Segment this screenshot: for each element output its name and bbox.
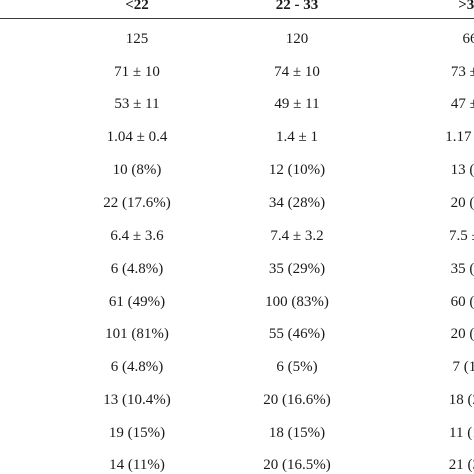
- table-row: 6 (4.8%) 6 (5%) 7 (10.: [0, 358, 474, 394]
- table-cell: 61 (49%): [108, 294, 166, 310]
- column-header-under-22: <22: [125, 0, 149, 13]
- table-cell: 66: [462, 31, 474, 47]
- table-cell: 1.4 ± 1: [276, 129, 318, 145]
- table-cell: 21 (31.: [448, 457, 474, 473]
- table-cell: 13 (19: [450, 162, 474, 178]
- table-cell: 11 (16.: [449, 425, 474, 441]
- table-row: 6 (4.8%) 35 (29%) 35 (53: [0, 260, 474, 296]
- table-cell: 53 ± 11: [114, 96, 160, 112]
- table-row: 13 (10.4%) 20 (16.6%) 18 (27.: [0, 391, 474, 427]
- table-cell: 22 (17.6%): [103, 195, 171, 211]
- table-cell: 18 (15%): [268, 425, 326, 441]
- table-cell: 1.04 ± 0.4: [106, 129, 168, 145]
- table-row: 61 (49%) 100 (83%) 60 (91: [0, 293, 474, 329]
- table-cell: 6.4 ± 3.6: [110, 228, 164, 244]
- column-header-22-33: 22 - 33: [275, 0, 319, 13]
- table-row: 10 (8%) 12 (10%) 13 (19: [0, 161, 474, 197]
- table-cell: 35 (29%): [268, 261, 326, 277]
- table-row: 71 ± 10 74 ± 10 73 ± 1: [0, 63, 474, 99]
- table-cell: 100 (83%): [265, 294, 329, 310]
- table-cell: 73 ± 1: [450, 64, 474, 80]
- table-cell: 1.17 ± 0: [445, 129, 474, 145]
- table-cell: 7.4 ± 3.2: [270, 228, 324, 244]
- table-cell: 125: [125, 31, 149, 47]
- table-cell: 34 (28%): [268, 195, 326, 211]
- table-cell: 20 (30: [450, 195, 474, 211]
- table-cell: 120: [285, 31, 309, 47]
- table-row: 6.4 ± 3.6 7.4 ± 3.2 7.5 ± 3: [0, 227, 474, 263]
- table-cell: 19 (15%): [108, 425, 166, 441]
- table-cell: 55 (46%): [268, 326, 326, 342]
- table-cell: 20 (16.6%): [263, 392, 331, 408]
- table-cell: 60 (91: [450, 294, 474, 310]
- table-row: 14 (11%) 20 (16.5%) 21 (31.: [0, 456, 474, 474]
- table-row: 22 (17.6%) 34 (28%) 20 (30: [0, 194, 474, 230]
- table-cell: 18 (27.: [448, 392, 474, 408]
- column-header-over-33: >33: [458, 0, 474, 13]
- table-cell: 20 (30: [450, 326, 474, 342]
- table-header-row: <22 22 - 33 >33: [0, 0, 474, 18]
- table-cell: 71 ± 10: [114, 64, 160, 80]
- table-cell: 7 (10.: [452, 359, 474, 375]
- table-cell: 49 ± 11: [274, 96, 320, 112]
- header-divider: [0, 18, 474, 19]
- table-cell: 6 (4.8%): [110, 359, 164, 375]
- table-cell: 20 (16.5%): [263, 457, 331, 473]
- table-cell: 47 ± 1: [450, 96, 474, 112]
- table-row: 19 (15%) 18 (15%) 11 (16.: [0, 424, 474, 460]
- table-cell: 101 (81%): [105, 326, 169, 342]
- table-cell: 12 (10%): [268, 162, 326, 178]
- table-row: 53 ± 11 49 ± 11 47 ± 1: [0, 95, 474, 131]
- table-cell: 6 (4.8%): [110, 261, 164, 277]
- table-cell: 10 (8%): [112, 162, 162, 178]
- table-cell: 35 (53: [450, 261, 474, 277]
- table-cell: 14 (11%): [109, 457, 165, 473]
- table-cell: 13 (10.4%): [103, 392, 171, 408]
- table-cell: 6 (5%): [276, 359, 318, 375]
- table-row: 101 (81%) 55 (46%) 20 (30: [0, 325, 474, 361]
- table-cell: 7.5 ± 3: [449, 228, 474, 244]
- table-row: 1.04 ± 0.4 1.4 ± 1 1.17 ± 0: [0, 128, 474, 164]
- table-cell: 74 ± 10: [274, 64, 320, 80]
- table-row: 125 120 66: [0, 30, 474, 66]
